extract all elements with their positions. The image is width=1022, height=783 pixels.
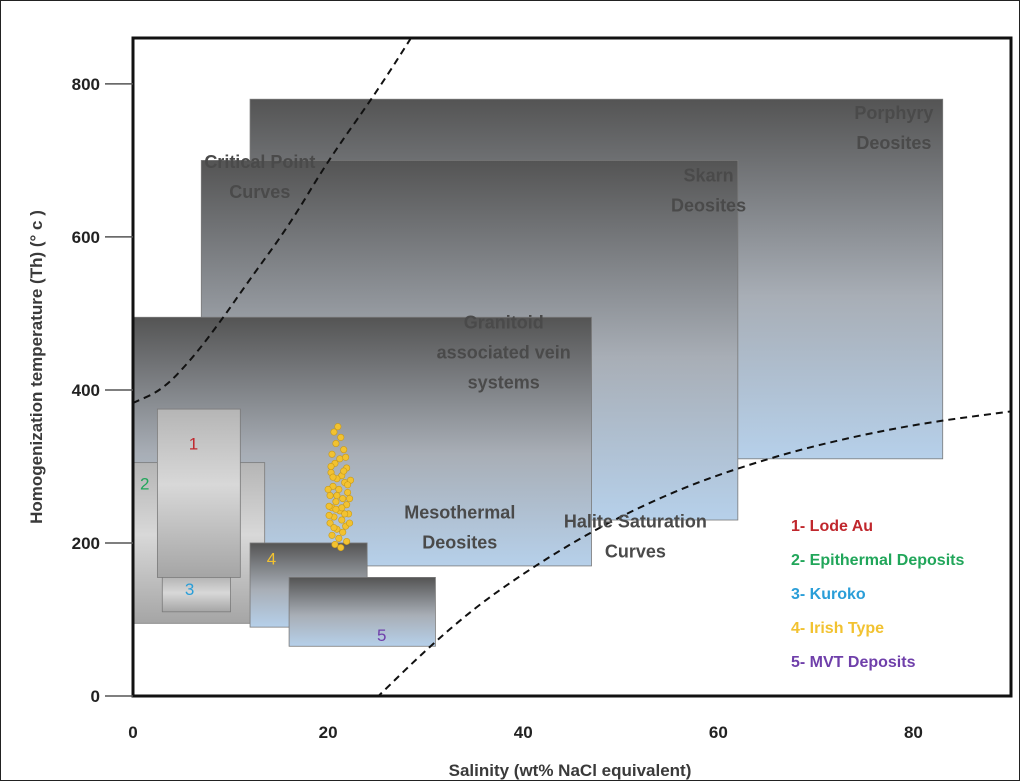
legend-entry: 1- Lode Au: [791, 518, 873, 535]
y-tick-label: 0: [91, 687, 100, 706]
field-field-5: [289, 577, 435, 646]
x-axis-title: Salinity (wt% NaCl equivalent): [449, 761, 692, 780]
legend: 1- Lode Au 2- Epithermal Deposits 3- Kurok…: [791, 518, 964, 671]
y-tick-label: 200: [72, 534, 100, 553]
scatter-point: [338, 434, 344, 440]
scatter-point: [336, 486, 342, 492]
field-field-3: [162, 577, 230, 611]
field-number-1: 1: [189, 435, 198, 454]
curve-label-halite-saturation: Halite Saturation: [564, 512, 707, 532]
field-number-2: 2: [140, 474, 149, 493]
y-tick-label: 600: [72, 228, 100, 247]
scatter-point: [335, 423, 341, 429]
x-tick-label: 0: [128, 723, 137, 742]
y-tick-label: 800: [72, 75, 100, 94]
legend-entry: 4- Irish Type: [791, 620, 884, 637]
legend-entry: 3- Kuroko: [791, 586, 866, 603]
scatter-point: [331, 524, 337, 530]
field-label-skarn: Deosites: [671, 196, 746, 216]
field-label-granitoid: Granitoid: [464, 313, 544, 333]
y-axis-title: Homogenization temperature (Th) (° c ): [27, 210, 46, 524]
scatter-point: [340, 529, 346, 535]
field-number-3: 3: [185, 580, 194, 599]
scatter-point: [330, 474, 336, 480]
scatter-point: [333, 498, 339, 504]
scatter-point: [336, 535, 342, 541]
scatter-point: [346, 520, 352, 526]
field-label-granitoid: systems: [468, 373, 540, 393]
scatter-point: [341, 468, 347, 474]
curve-label-critical-point: Curves: [229, 182, 290, 202]
scatter-point: [333, 440, 339, 446]
scatter-point: [334, 492, 340, 498]
scatter-point: [339, 517, 345, 523]
scatter-point: [341, 511, 347, 517]
x-tick-label: 40: [514, 723, 533, 742]
mesothermal-label: Deosites: [422, 532, 497, 552]
x-tick-label: 80: [904, 723, 923, 742]
scatter-point: [329, 532, 335, 538]
scatter-point: [329, 451, 335, 457]
scatter-point: [346, 495, 352, 501]
scatter-point: [344, 482, 350, 488]
scatter-point: [344, 489, 350, 495]
scatter-point: [341, 446, 347, 452]
field-label-skarn: Skarn: [684, 166, 734, 186]
scatter-point: [331, 429, 337, 435]
legend-entry: 2- Epithermal Deposits: [791, 552, 964, 569]
mesothermal-label: Mesothermal: [404, 502, 515, 522]
scatter-point: [337, 456, 343, 462]
field-number-5: 5: [377, 626, 386, 645]
curve-label-critical-point: Critical Point: [204, 152, 315, 172]
field-label-porphyry: Deosites: [856, 133, 931, 153]
scatter-point: [340, 495, 346, 501]
scatter-point: [325, 486, 331, 492]
scatter-point: [332, 541, 338, 547]
scatter-point: [338, 544, 344, 550]
scatter-point: [326, 503, 332, 509]
x-tick-label: 20: [319, 723, 338, 742]
curve-label-halite-saturation: Curves: [605, 542, 666, 562]
y-tick-label: 400: [72, 381, 100, 400]
scatter-point: [333, 506, 339, 512]
scatter-point: [328, 463, 334, 469]
scatter-point: [343, 538, 349, 544]
scatter-point: [326, 512, 332, 518]
field-label-granitoid: associated vein: [437, 343, 571, 363]
x-tick-label: 60: [709, 723, 728, 742]
field-label-porphyry: Porphyry: [854, 103, 933, 123]
scatter-point: [342, 454, 348, 460]
field-number-4: 4: [267, 549, 276, 568]
scatter-point: [327, 492, 333, 498]
field-field-1: [157, 409, 240, 577]
legend-entry: 5- MVT Deposits: [791, 654, 916, 671]
scatter-point: [339, 505, 345, 511]
